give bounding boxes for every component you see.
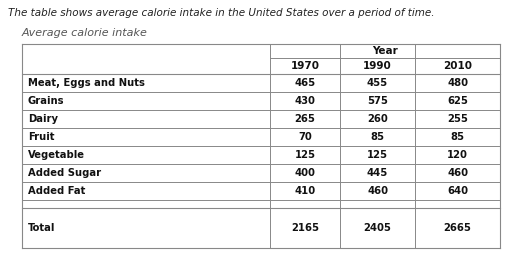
- Text: 455: 455: [367, 78, 388, 88]
- Text: 400: 400: [294, 168, 315, 178]
- Text: 2165: 2165: [291, 223, 319, 233]
- Text: Dairy: Dairy: [28, 114, 58, 124]
- Text: 260: 260: [367, 114, 388, 124]
- Text: 640: 640: [447, 186, 468, 196]
- Text: 125: 125: [367, 150, 388, 160]
- Text: Year: Year: [372, 46, 398, 56]
- Text: 460: 460: [447, 168, 468, 178]
- Text: Total: Total: [28, 223, 55, 233]
- Text: 70: 70: [298, 132, 312, 142]
- Text: Meat, Eggs and Nuts: Meat, Eggs and Nuts: [28, 78, 145, 88]
- Text: Vegetable: Vegetable: [28, 150, 85, 160]
- Text: 1970: 1970: [290, 61, 319, 71]
- Text: Grains: Grains: [28, 96, 65, 106]
- Text: 2405: 2405: [364, 223, 392, 233]
- Text: Fruit: Fruit: [28, 132, 54, 142]
- Text: 2010: 2010: [443, 61, 472, 71]
- Text: Average calorie intake: Average calorie intake: [22, 28, 148, 38]
- Text: 125: 125: [294, 150, 315, 160]
- Text: 575: 575: [367, 96, 388, 106]
- Text: 465: 465: [294, 78, 315, 88]
- Text: Added Fat: Added Fat: [28, 186, 86, 196]
- Text: 460: 460: [367, 186, 388, 196]
- Text: 445: 445: [367, 168, 388, 178]
- Text: 480: 480: [447, 78, 468, 88]
- Text: 85: 85: [371, 132, 385, 142]
- Text: The table shows average calorie intake in the United States over a period of tim: The table shows average calorie intake i…: [8, 8, 435, 18]
- Text: 2665: 2665: [443, 223, 472, 233]
- Text: 410: 410: [294, 186, 315, 196]
- Text: 85: 85: [451, 132, 464, 142]
- Text: 430: 430: [294, 96, 315, 106]
- Text: 1990: 1990: [363, 61, 392, 71]
- Text: 625: 625: [447, 96, 468, 106]
- Text: 265: 265: [294, 114, 315, 124]
- Text: Added Sugar: Added Sugar: [28, 168, 101, 178]
- Text: 255: 255: [447, 114, 468, 124]
- Text: 120: 120: [447, 150, 468, 160]
